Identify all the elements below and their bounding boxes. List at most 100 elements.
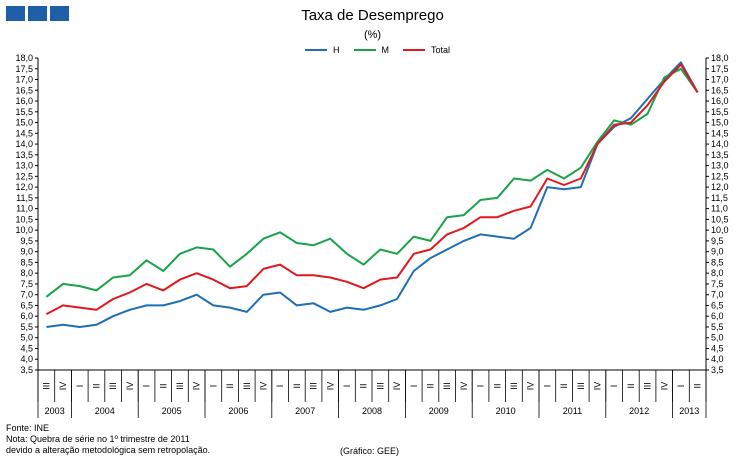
y-tick-label-left: 6,5: [20, 300, 33, 310]
quarter-label: IV: [325, 382, 335, 391]
quarter-label: II: [693, 383, 703, 388]
quarter-label: III: [643, 382, 653, 390]
legend-label-m: M: [381, 45, 390, 55]
logo-square-3: [50, 6, 69, 21]
quarter-label: III: [576, 382, 586, 390]
y-tick-label-right: 5,0: [711, 333, 724, 343]
source-note: Fonte: INE: [6, 423, 50, 433]
y-tick-label-right: 4,5: [711, 343, 724, 353]
year-label: 2006: [228, 406, 248, 416]
quarter-label: I: [75, 385, 85, 388]
quarter-label: II: [492, 383, 502, 388]
y-tick-label-left: 16,5: [15, 85, 33, 95]
quarter-label: I: [476, 385, 486, 388]
quarter-label: II: [292, 383, 302, 388]
y-tick-label-right: 17,0: [711, 75, 729, 85]
y-tick-label-left: 6,0: [20, 311, 33, 321]
y-tick-label-left: 12,0: [15, 182, 33, 192]
quarter-label: III: [309, 382, 319, 390]
quarter-label: I: [342, 385, 352, 388]
y-tick-label-left: 8,0: [20, 268, 33, 278]
legend-swatch-total: [403, 49, 425, 51]
y-tick-label-left: 10,5: [15, 214, 33, 224]
quarter-label: II: [91, 383, 101, 388]
quarter-label: III: [509, 382, 519, 390]
quarter-label: III: [41, 382, 51, 390]
y-tick-label-left: 13,5: [15, 150, 33, 160]
y-tick-label-right: 10,0: [711, 225, 729, 235]
year-label: 2011: [563, 406, 582, 416]
y-tick-label-right: 8,5: [711, 257, 724, 267]
y-tick-label-left: 14,5: [15, 128, 33, 138]
y-tick-label-left: 16,0: [15, 96, 33, 106]
y-tick-label-right: 6,5: [711, 300, 724, 310]
quarter-label: IV: [392, 382, 402, 391]
legend-swatch-m: [353, 49, 376, 51]
year-label: 2012: [629, 406, 649, 416]
chart-credit: (Gráfico: GEE): [340, 446, 400, 456]
y-tick-label-right: 9,0: [711, 247, 724, 257]
quarter-label: IV: [526, 382, 536, 391]
quarter-label: I: [142, 385, 152, 388]
y-tick-label-right: 13,0: [711, 161, 729, 171]
y-tick-label-right: 13,5: [711, 150, 729, 160]
quarter-label: II: [225, 383, 235, 388]
quarter-label: I: [676, 385, 686, 388]
quarter-label: II: [158, 383, 168, 388]
y-tick-label-left: 11,0: [16, 204, 33, 214]
y-tick-label-left: 12,5: [15, 171, 33, 181]
y-tick-label-right: 7,0: [711, 290, 724, 300]
y-tick-label-right: 11,0: [711, 204, 728, 214]
quarter-label: III: [375, 382, 385, 390]
y-tick-label-right: 18,0: [711, 53, 729, 63]
y-tick-label-left: 5,5: [20, 322, 33, 332]
series-break-note: Nota: Quebra de série no 1º trimestre de…: [6, 434, 190, 444]
year-label: 2005: [162, 406, 182, 416]
quarter-label: I: [409, 385, 419, 388]
methodology-note: devido a alteração metodológica sem retr…: [6, 445, 211, 455]
logo-square-2: [28, 6, 47, 21]
year-label: 2003: [45, 406, 65, 416]
y-tick-label-left: 8,5: [20, 257, 33, 267]
y-tick-label-right: 12,5: [711, 171, 729, 181]
y-tick-label-left: 15,0: [15, 118, 33, 128]
y-tick-label-right: 3,5: [711, 365, 724, 375]
legend-label-total: Total: [431, 45, 451, 55]
y-tick-label-right: 11,5: [711, 193, 728, 203]
year-label: 2010: [496, 406, 516, 416]
quarter-label: IV: [58, 382, 68, 391]
y-tick-label-left: 15,5: [15, 107, 33, 117]
series-line-h: [46, 61, 699, 328]
quarter-label: III: [442, 382, 452, 390]
y-tick-label-left: 17,0: [15, 75, 33, 85]
year-label: 2008: [362, 406, 382, 416]
series-line-total: [45, 63, 699, 315]
y-tick-label-right: 14,5: [711, 128, 729, 138]
year-label: 2013: [679, 406, 699, 416]
chart-subtitle: (%): [363, 29, 382, 41]
quarter-label: I: [208, 385, 218, 388]
quarter-label: II: [359, 383, 369, 388]
y-tick-label-left: 18,0: [15, 53, 33, 63]
quarter-label: IV: [659, 382, 669, 391]
y-tick-label-left: 7,0: [20, 290, 33, 300]
quarter-label: II: [626, 383, 636, 388]
y-tick-label-right: 12,0: [711, 182, 729, 192]
y-tick-label-right: 16,0: [711, 96, 729, 106]
y-tick-label-left: 7,5: [20, 279, 33, 289]
y-tick-label-right: 9,5: [711, 236, 724, 246]
y-tick-label-right: 15,0: [711, 118, 729, 128]
quarter-label: III: [108, 382, 118, 390]
y-tick-label-left: 4,5: [20, 343, 33, 353]
quarter-label: II: [559, 383, 569, 388]
legend: H M Total: [305, 45, 450, 55]
quarter-label: IV: [258, 382, 268, 391]
year-label: 2009: [429, 406, 449, 416]
legend-item-total: Total: [403, 45, 450, 55]
y-tick-label-left: 9,5: [20, 236, 33, 246]
y-tick-label-right: 7,5: [711, 279, 724, 289]
quarter-label: IV: [592, 382, 602, 391]
y-tick-label-left: 10,0: [15, 225, 33, 235]
legend-swatch-h: [305, 49, 327, 51]
